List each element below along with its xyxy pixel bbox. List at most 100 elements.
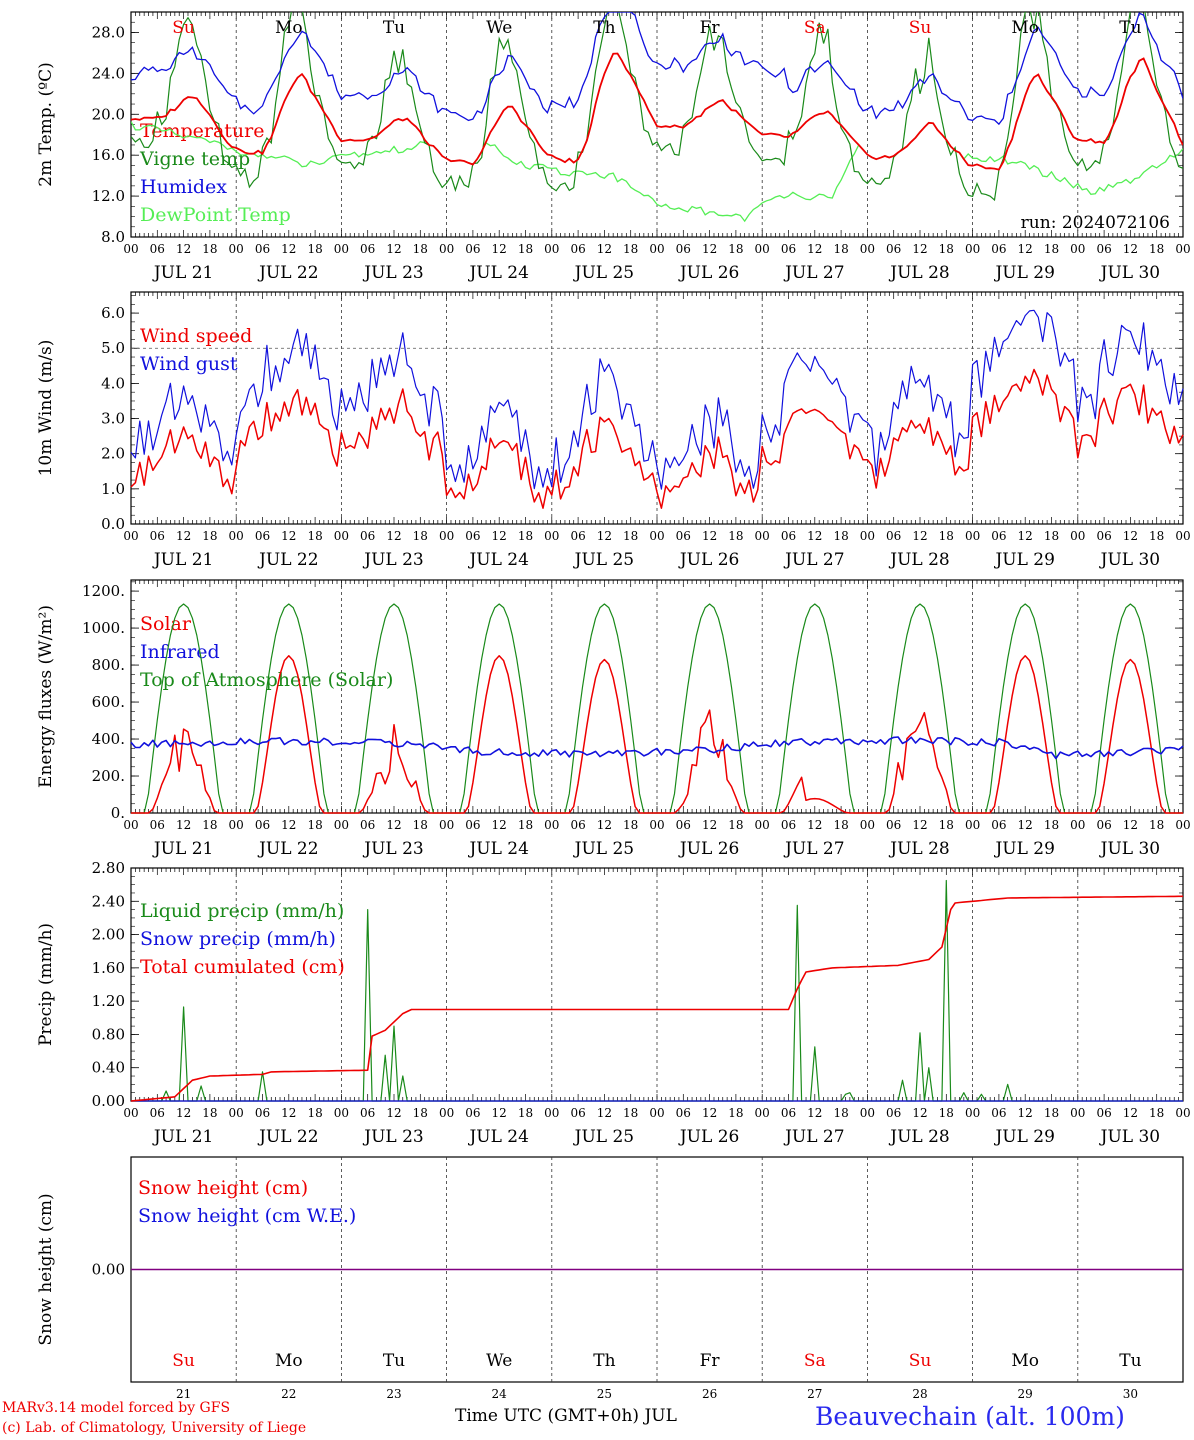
y-tick-label: 0.0 (101, 515, 125, 533)
day-number-label: 24 (492, 1387, 508, 1401)
hour-tick-label: 12 (1018, 242, 1033, 256)
hour-tick-label: 00 (123, 818, 138, 832)
hour-tick-label: 00 (649, 818, 664, 832)
hour-tick-label: 06 (676, 1106, 691, 1120)
date-label: JUL 27 (783, 1127, 844, 1147)
weekday-label-bottom: We (486, 1351, 512, 1371)
hour-tick-label: 06 (991, 242, 1006, 256)
hour-tick-label: 12 (386, 529, 401, 543)
hour-tick-label: 18 (939, 818, 954, 832)
hour-tick-label: 18 (518, 242, 533, 256)
hour-tick-label: 06 (360, 818, 375, 832)
lab-credit: (c) Lab. of Climatology, University of L… (2, 1420, 307, 1436)
y-axis-label: Precip (mm/h) (36, 923, 56, 1046)
hour-tick-label: 06 (886, 242, 901, 256)
solar-line (131, 655, 1183, 814)
hour-tick-label: 06 (1096, 242, 1111, 256)
date-label: JUL 23 (362, 1127, 423, 1147)
hour-tick-label: 06 (781, 818, 796, 832)
hour-tick-label: 06 (255, 242, 270, 256)
hour-tick-label: 18 (518, 818, 533, 832)
hour-tick-label: 06 (1096, 818, 1111, 832)
hour-tick-label: 06 (676, 242, 691, 256)
hour-tick-label: 18 (623, 1106, 638, 1120)
date-label: JUL 28 (888, 550, 949, 570)
y-tick-label: 2.80 (92, 859, 125, 877)
hour-tick-label: 12 (912, 242, 927, 256)
hour-tick-label: 18 (307, 529, 322, 543)
hour-tick-label: 12 (807, 1106, 822, 1120)
hour-tick-label: 00 (860, 1106, 875, 1120)
y-tick-label: 1200. (82, 582, 125, 600)
hour-tick-label: 00 (755, 529, 770, 543)
date-label: JUL 21 (152, 839, 213, 859)
y-tick-label: 0. (111, 804, 125, 822)
hour-tick-label: 00 (334, 529, 349, 543)
legend-liquid-precip-mm-h: Liquid precip (mm/h) (140, 900, 344, 922)
hour-tick-label: 06 (570, 242, 585, 256)
y-tick-label: 1.20 (92, 992, 125, 1010)
hour-tick-label: 00 (439, 529, 454, 543)
date-label: JUL 24 (467, 1127, 528, 1147)
hour-tick-label: 12 (281, 1106, 296, 1120)
weekday-label-bottom: Th (593, 1351, 615, 1371)
date-label: JUL 27 (783, 550, 844, 570)
temperature-line (131, 52, 1183, 171)
hour-tick-label: 06 (991, 1106, 1006, 1120)
hour-tick-label: 06 (360, 1106, 375, 1120)
hour-tick-label: 12 (492, 818, 507, 832)
hour-tick-label: 00 (229, 242, 244, 256)
hour-tick-label: 00 (229, 1106, 244, 1120)
y-tick-label: 0.00 (92, 1261, 125, 1279)
hour-tick-label: 12 (176, 529, 191, 543)
hour-tick-label: 06 (991, 818, 1006, 832)
hour-tick-label: 12 (1018, 1106, 1033, 1120)
hour-tick-label: 00 (439, 818, 454, 832)
hour-tick-label: 18 (1044, 818, 1059, 832)
y-tick-label: 0.00 (92, 1092, 125, 1110)
hour-tick-label: 12 (702, 529, 717, 543)
hour-tick-label: 06 (465, 529, 480, 543)
hour-tick-label: 18 (833, 529, 848, 543)
day-number-label: 23 (386, 1387, 401, 1401)
weekday-label-top: Tu (383, 18, 405, 38)
y-tick-label: 0.80 (92, 1025, 125, 1043)
hour-tick-label: 12 (807, 529, 822, 543)
hour-tick-label: 06 (150, 1106, 165, 1120)
hour-tick-label: 00 (965, 1106, 980, 1120)
weekday-label-bottom: Mo (275, 1351, 303, 1371)
temp-series-group (131, 12, 1183, 223)
date-label: JUL 25 (573, 1127, 634, 1147)
hour-tick-label: 06 (570, 1106, 585, 1120)
hour-tick-label: 18 (623, 529, 638, 543)
hour-tick-label: 00 (755, 1106, 770, 1120)
hour-tick-label: 12 (912, 529, 927, 543)
y-tick-label: 20.0 (92, 105, 125, 123)
day-number-label: 21 (176, 1387, 191, 1401)
hour-tick-label: 00 (649, 242, 664, 256)
date-label: JUL 29 (993, 1127, 1054, 1147)
date-label: JUL 28 (888, 1127, 949, 1147)
hour-tick-label: 00 (1070, 529, 1085, 543)
hour-tick-label: 12 (492, 529, 507, 543)
date-label: JUL 23 (362, 263, 423, 283)
date-label: JUL 25 (573, 839, 634, 859)
y-tick-label: 1.0 (101, 480, 125, 498)
legend-dewpoint-temp: DewPoint Temp (140, 204, 291, 226)
date-label: JUL 24 (467, 839, 528, 859)
hour-tick-label: 18 (202, 1106, 217, 1120)
hour-tick-label: 12 (386, 818, 401, 832)
hour-tick-label: 18 (413, 818, 428, 832)
hour-tick-label: 00 (439, 242, 454, 256)
date-label: JUL 22 (257, 839, 318, 859)
weekday-label-top: Mo (1011, 18, 1039, 38)
date-label: JUL 22 (257, 263, 318, 283)
hour-tick-label: 12 (176, 818, 191, 832)
hour-tick-label: 12 (281, 818, 296, 832)
hour-tick-label: 18 (728, 818, 743, 832)
y-axis-label: Snow height (cm) (36, 1193, 56, 1345)
weekday-label-bottom: Tu (383, 1351, 405, 1371)
hour-tick-label: 06 (1096, 1106, 1111, 1120)
hour-tick-label: 18 (728, 242, 743, 256)
date-label: JUL 27 (783, 839, 844, 859)
